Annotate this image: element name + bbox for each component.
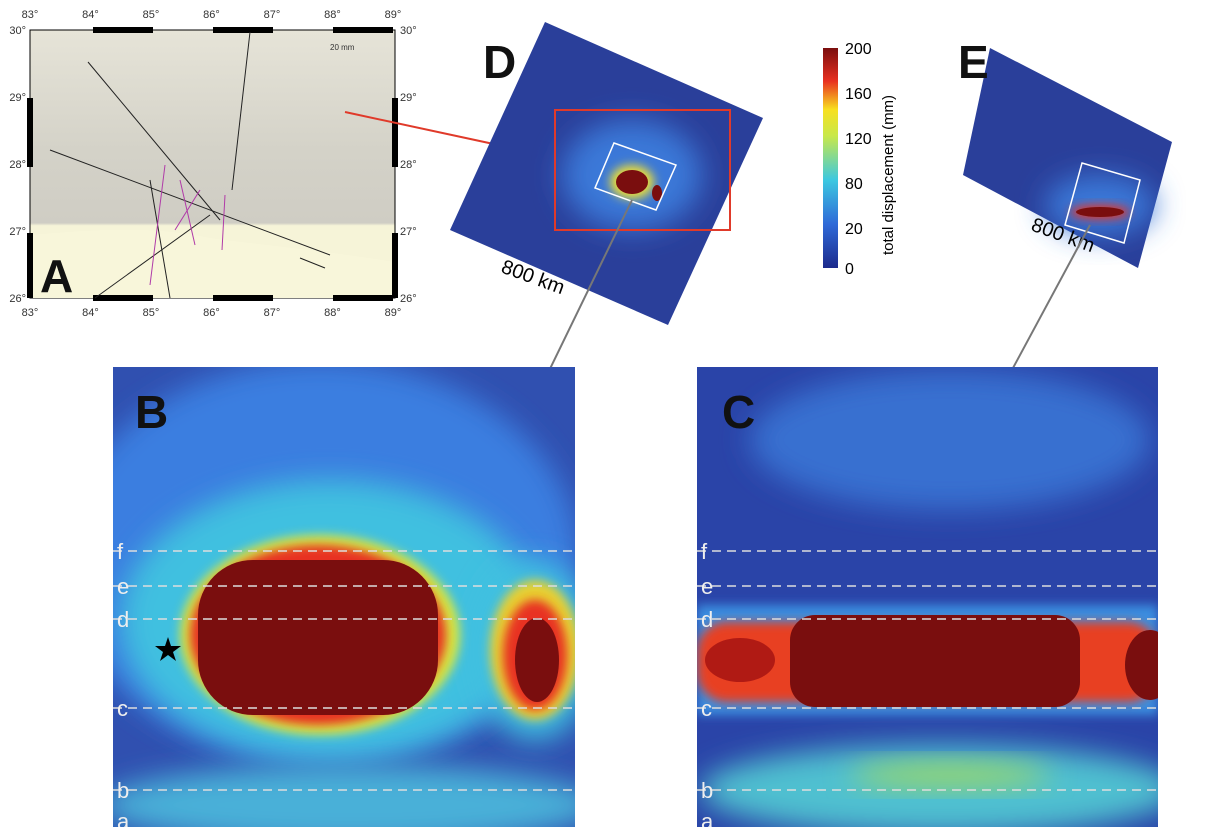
colorbar-tick: 20	[845, 221, 863, 238]
map-y-label: 27°	[9, 226, 26, 238]
map-x-label: 88°	[324, 9, 341, 21]
map-x-label: 87°	[264, 9, 281, 21]
profile-label: b	[701, 778, 713, 803]
colorbar-tick: 160	[845, 86, 872, 103]
map-y-label: 28°	[9, 159, 26, 171]
map-x-label: 89°	[385, 9, 402, 21]
panel-b	[113, 367, 575, 827]
colorbar-tick: 0	[845, 261, 854, 278]
panel-label: A	[40, 250, 73, 302]
panel-c	[697, 367, 1158, 827]
profile-label: a	[117, 809, 130, 827]
map-x-label: 83°	[22, 9, 39, 21]
map-y-label: 29°	[9, 92, 26, 104]
map-x-label: 86°	[203, 9, 220, 21]
map-y-label: 30°	[400, 25, 417, 37]
profile-label: a	[701, 809, 714, 827]
map-x-label: 85°	[143, 9, 160, 21]
map-y-label: 30°	[9, 25, 26, 37]
map-x-label: 88°	[324, 307, 341, 319]
panel-label: E	[958, 36, 989, 88]
profile-label: e	[701, 574, 713, 599]
map-ticks: 83° 83° 84° 84° 85° 85° 86° 86° 87° 87° 88° 88° 89° 8…	[9, 9, 416, 319]
panel-label: B	[135, 386, 168, 438]
map-x-label: 87°	[264, 307, 281, 319]
profile-lines: f fe ed dc cb ba a	[113, 539, 1158, 827]
map-scale: 20 mm	[330, 43, 355, 52]
map-x-label: 89°	[385, 307, 402, 319]
profile-label: b	[117, 778, 129, 803]
colorbar-tick: 200	[845, 41, 872, 58]
map-x-label: 83°	[22, 307, 39, 319]
map-x-label: 84°	[82, 9, 99, 21]
profile-label: c	[701, 696, 712, 721]
map-y-label: 27°	[400, 226, 417, 238]
map-y-label: 26°	[400, 293, 417, 305]
map-x-label: 84°	[82, 307, 99, 319]
colorbar	[823, 48, 838, 268]
map-x-label: 86°	[203, 307, 220, 319]
profile-label: f	[117, 539, 124, 564]
profile-label: d	[117, 607, 129, 632]
profile-label: e	[117, 574, 129, 599]
colorbar-tick: 80	[845, 176, 863, 193]
panel-label: D	[483, 36, 516, 88]
profile-label: c	[117, 696, 128, 721]
map-y-label: 28°	[400, 159, 417, 171]
map-x-label: 85°	[143, 307, 160, 319]
colorbar-label: total displacement (mm)	[880, 95, 897, 255]
colorbar-tick: 120	[845, 131, 872, 148]
map-y-label: 29°	[400, 92, 417, 104]
profile-label: f	[701, 539, 708, 564]
profile-label: d	[701, 607, 713, 632]
map-y-label: 26°	[9, 293, 26, 305]
panel-label: C	[722, 386, 755, 438]
map-panel	[27, 27, 572, 301]
